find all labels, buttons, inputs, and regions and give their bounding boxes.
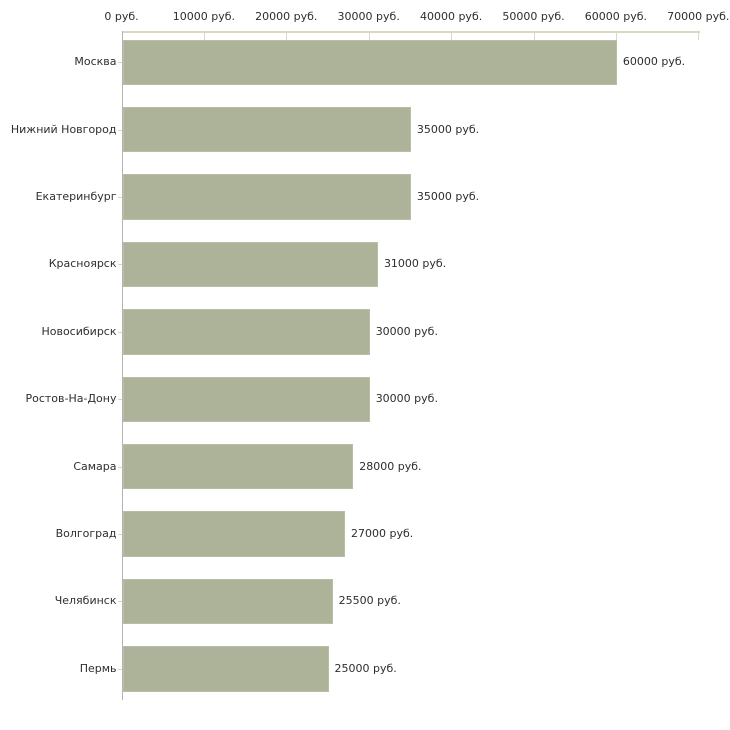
x-axis-line [121, 31, 701, 33]
category-label: Нижний Новгород [10, 122, 117, 136]
category-tick [117, 601, 122, 602]
x-tick [203, 33, 205, 40]
category-label: Самара [73, 459, 117, 473]
x-tick [451, 33, 453, 40]
bar [122, 174, 411, 220]
y-axis-line [121, 31, 123, 700]
bar [122, 39, 617, 85]
bar-value-label: 35000 руб. [416, 190, 480, 204]
category-label: Ростов-На-Дону [25, 392, 117, 406]
bar [122, 376, 370, 422]
bar [122, 309, 370, 355]
bar-value-label: 27000 руб. [350, 527, 414, 541]
category-tick [117, 669, 122, 670]
bar-value-label: 31000 руб. [383, 257, 447, 271]
category-tick [117, 467, 122, 468]
bar-value-label: 25000 руб. [334, 661, 397, 675]
bar [122, 578, 333, 625]
x-tick [615, 33, 617, 40]
bar [122, 106, 411, 153]
category-label: Красноярск [48, 257, 117, 271]
category-label: Челябинск [54, 594, 117, 608]
category-label: Новосибирск [41, 324, 117, 338]
x-tick-label: 30000 руб. [337, 10, 400, 23]
category-tick [117, 197, 122, 198]
bar [122, 646, 329, 692]
category-tick [117, 130, 122, 131]
x-tick-label: 20000 руб. [255, 10, 318, 23]
x-tick-label: 70000 руб. [667, 10, 730, 23]
category-label: Москва [74, 55, 117, 69]
x-tick-label: 10000 руб. [172, 10, 236, 23]
category-tick [117, 534, 122, 535]
category-label: Пермь [79, 661, 117, 675]
x-tick-label: 50000 руб. [502, 10, 565, 23]
x-tick-label: 40000 руб. [419, 10, 483, 23]
category-label: Екатеринбург [35, 190, 117, 204]
bar-value-label: 30000 руб. [375, 324, 438, 338]
x-tick [533, 33, 535, 40]
category-tick [117, 264, 122, 265]
bar-value-label: 30000 руб. [375, 392, 438, 406]
category-tick [117, 62, 122, 63]
x-tick-label: 0 руб. [104, 10, 139, 23]
x-tick [286, 33, 288, 40]
bar [122, 241, 378, 288]
bar-value-label: 60000 руб. [622, 55, 686, 69]
x-tick [698, 33, 700, 40]
x-tick-label: 60000 руб. [584, 10, 648, 23]
bar-value-label: 28000 руб. [359, 459, 422, 473]
category-label: Волгоград [55, 527, 117, 541]
x-tick [368, 33, 370, 40]
bar-value-label: 25500 руб. [338, 594, 401, 608]
category-tick [117, 399, 122, 400]
bar-value-label: 35000 руб. [416, 122, 480, 136]
bar [122, 511, 345, 557]
bar [122, 443, 354, 490]
category-tick [117, 332, 122, 333]
